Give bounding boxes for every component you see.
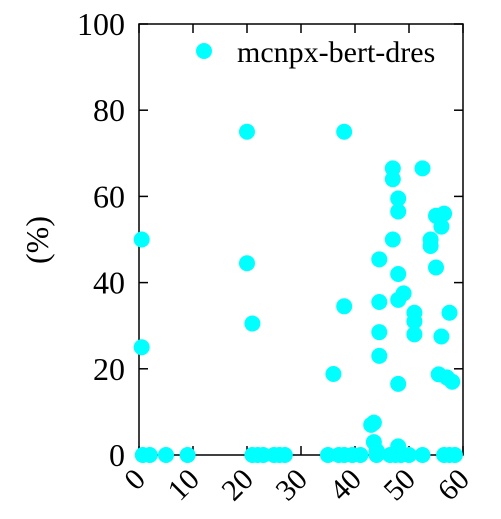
data-point — [433, 328, 450, 345]
data-point — [390, 190, 407, 207]
data-point — [390, 375, 407, 392]
data-point — [444, 373, 461, 390]
legend-marker — [196, 43, 212, 59]
x-axis: 0 10 20 30 40 50 60 — [118, 24, 476, 507]
y-tick-label: 0 — [109, 437, 125, 473]
data-point — [414, 160, 431, 177]
data-point — [395, 285, 412, 302]
data-point — [422, 237, 439, 254]
data-point — [406, 326, 423, 343]
data-point — [436, 205, 453, 222]
legend-label: mcnpx-bert-dres — [237, 36, 435, 69]
data-point — [239, 123, 255, 140]
y-axis-label: (%) — [19, 216, 55, 264]
x-tick-label: 40 — [323, 463, 368, 508]
data-point — [428, 259, 444, 276]
data-point — [133, 339, 150, 356]
data-point — [368, 447, 385, 463]
legend: mcnpx-bert-dres — [196, 36, 435, 69]
x-tick-label: 20 — [215, 463, 260, 508]
data-point — [446, 447, 463, 463]
data-point — [371, 293, 388, 310]
data-point — [384, 231, 401, 248]
y-tick-label: 100 — [77, 6, 125, 42]
data-point — [336, 298, 353, 315]
data-point — [325, 365, 342, 382]
y-tick-label: 60 — [93, 178, 125, 214]
data-point — [276, 447, 293, 463]
data-point — [239, 255, 255, 272]
x-tick-label: 30 — [269, 463, 314, 508]
data-point — [371, 251, 388, 268]
data-point — [365, 414, 382, 431]
x-tick-label: 0 — [118, 463, 152, 497]
y-axis: 0 20 40 60 80 100 — [77, 6, 463, 473]
data-point — [390, 265, 407, 282]
data-point — [414, 447, 431, 463]
data-point — [371, 347, 388, 364]
x-tick-label: 60 — [431, 463, 476, 508]
data-point — [390, 203, 407, 220]
data-point — [244, 315, 261, 332]
y-tick-label: 80 — [93, 92, 125, 128]
data-point — [441, 304, 458, 321]
data-point — [133, 231, 150, 248]
y-tick-label: 20 — [93, 351, 125, 387]
data-point — [336, 123, 353, 140]
data-point — [179, 447, 196, 463]
data-point — [158, 447, 174, 463]
data-point — [384, 171, 401, 188]
data-point — [433, 218, 450, 235]
data-point — [352, 447, 369, 463]
data-point — [371, 324, 388, 341]
plot-area-frame — [138, 23, 464, 456]
x-tick-label: 50 — [377, 463, 422, 508]
data-point — [141, 447, 158, 463]
data-point — [406, 313, 423, 330]
x-tick-label: 10 — [161, 463, 206, 508]
y-tick-label: 40 — [93, 265, 125, 301]
data-points — [133, 123, 463, 463]
data-point — [401, 447, 417, 463]
